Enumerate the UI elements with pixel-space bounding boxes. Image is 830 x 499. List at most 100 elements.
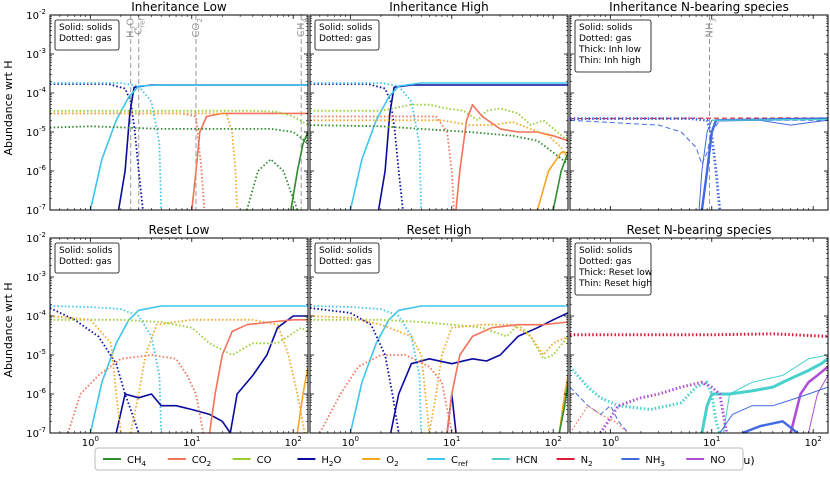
x-tick-base: 10 (342, 438, 355, 449)
y-tick-base: 10 (26, 50, 39, 61)
label-base: CO (191, 22, 202, 37)
y-tick-label: 10-7 (26, 426, 46, 440)
label-post: O (334, 455, 342, 466)
label-subscript: 2 (329, 459, 334, 468)
series-no-dotted (599, 380, 729, 433)
label-base: NH (705, 23, 716, 38)
y-tick-exp: -5 (39, 348, 46, 356)
series-o2-dotted (310, 315, 431, 433)
series-h2o-solid (377, 84, 568, 210)
label-subscript: 2 (588, 459, 593, 468)
series-group (310, 82, 568, 210)
series-hcn-solid (722, 354, 828, 433)
series-group (570, 332, 828, 433)
y-tick-base: 10 (26, 234, 39, 245)
series-co2-dotted (319, 354, 453, 433)
x-tick-exp: 2 (557, 435, 561, 443)
snowline-label: CO2 (191, 18, 204, 37)
y-tick-exp: -4 (39, 309, 47, 317)
x-tick-base: 10 (545, 438, 558, 449)
series-co2-dotted (570, 405, 629, 433)
panel-legend-box (54, 19, 120, 51)
series-ch4-solid (558, 382, 568, 433)
x-tick-base: 10 (602, 438, 615, 449)
x-tick-label: 100 (602, 435, 619, 449)
panel-legend-line: Thin: Inh high (578, 56, 641, 66)
series-group (50, 82, 308, 210)
panel-5: Reset High100101102Radial Distance (au)S… (309, 223, 569, 467)
panel-title: Inheritance N-bearing species (609, 0, 789, 14)
label-base: C (451, 455, 458, 466)
series-o2-dotted (50, 112, 238, 210)
series-co2-dotted (310, 115, 455, 210)
y-tick-exp: -7 (39, 203, 46, 211)
panel-legend-line: Solid: solids (579, 23, 633, 33)
x-tick-label: 102 (545, 435, 562, 449)
panel-legend-line: Solid: solids (319, 246, 373, 256)
series-co-dotted (50, 318, 308, 356)
label-base: O (386, 455, 394, 466)
series-o2-dotted (129, 318, 306, 433)
panel-legend-line: Dotted: gas (579, 34, 632, 44)
panel-title: Inheritance High (389, 0, 488, 14)
x-tick-label: 102 (285, 435, 302, 449)
panel-frame (569, 14, 829, 211)
label-subscript: 4 (300, 18, 309, 23)
series-co2-dotted (67, 354, 205, 433)
panel-frame (309, 14, 569, 211)
panel-legend-line: Thick: Inh low (578, 45, 641, 55)
series-nh3-solid (741, 420, 799, 433)
label-subscript: 2 (195, 18, 204, 23)
series-no-solid (789, 365, 828, 433)
label-base: C (134, 28, 145, 35)
x-tick-base: 10 (82, 438, 95, 449)
label-base: CO (257, 455, 272, 466)
series-h2o-dotted (50, 307, 140, 433)
legend-label-nh3: NH3 (645, 455, 665, 468)
y-tick-label: 10-3 (26, 47, 46, 61)
panel-legend-line: Dotted: gas (59, 257, 112, 267)
series-ch4-solid (552, 152, 568, 210)
panel-frame (49, 14, 309, 211)
series-cref-dotted (50, 305, 163, 433)
panel-legend-box (314, 242, 380, 274)
x-tick-label: 101 (703, 435, 720, 449)
x-tick-base: 10 (285, 438, 298, 449)
label-base: H (126, 30, 137, 38)
y-tick-label: 10-5 (26, 348, 46, 362)
y-axis-label-top: Abundance wrt H (2, 60, 15, 155)
panel-3: Inheritance N-bearing species NH3 Solid: s… (569, 0, 829, 211)
panel-title: Reset High (407, 223, 472, 237)
panel-legend-line: Thin: Reset high (578, 279, 652, 289)
y-tick-base: 10 (26, 11, 39, 22)
panel-legend-line: Dotted: gas (59, 34, 112, 44)
series-cref-solid (349, 82, 568, 210)
label-subscript: 3 (709, 18, 718, 23)
y-tick-label: 10-4 (26, 309, 46, 323)
legend-label-ch4: CH4 (127, 455, 147, 468)
x-tick-exp: 0 (614, 435, 618, 443)
snowline-label: CH4 (296, 18, 309, 38)
panel-legend-box (314, 19, 380, 51)
species-legend: CH4 CO2 CO H2O O2 Cref HCN N2 NH3 NO (94, 447, 744, 471)
x-tick-label: 100 (342, 435, 359, 449)
label-subscript: 2 (394, 459, 399, 468)
y-tick-label: 10-7 (26, 203, 46, 217)
label-base: NH (645, 455, 660, 466)
series-ch4-solid (290, 131, 308, 210)
series-group (50, 305, 308, 433)
series-h2o-dotted (310, 307, 400, 433)
series-h2o-solid (389, 312, 568, 433)
x-tick-base: 10 (703, 438, 716, 449)
x-tick-label: 102 (805, 435, 822, 449)
label-base: NO (710, 455, 725, 466)
legend-label-h2o: H2O (321, 455, 341, 468)
panel-legend-line: Dotted: gas (319, 34, 372, 44)
series-o2-dotted (310, 119, 568, 160)
x-tick-exp: 0 (94, 435, 98, 443)
label-subscript: 4 (142, 459, 147, 468)
